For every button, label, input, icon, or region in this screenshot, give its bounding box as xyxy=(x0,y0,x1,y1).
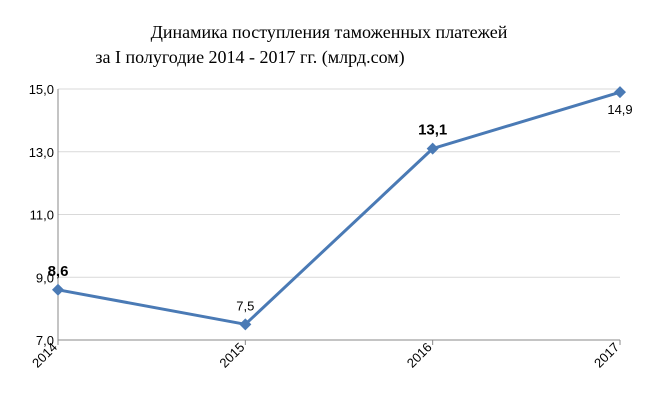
data-label: 14,9 xyxy=(607,102,632,117)
data-point-marker xyxy=(426,142,439,155)
y-tick-label: 9,0 xyxy=(36,270,54,285)
y-tick-label: 11,0 xyxy=(30,208,54,223)
x-tick-label: 2015 xyxy=(216,340,247,371)
x-tick-label: 2014 xyxy=(29,340,60,371)
y-tick-label: 15,0 xyxy=(29,82,54,97)
data-point-marker xyxy=(52,283,64,296)
data-point-marker xyxy=(614,86,626,99)
data-label: 13,1 xyxy=(418,122,447,139)
chart-title-line1: Динамика поступления таможенных платежей xyxy=(150,22,508,42)
data-point-marker xyxy=(239,318,252,331)
series-line xyxy=(57,90,621,326)
x-tick-label: 2017 xyxy=(591,340,622,371)
x-tick-label: 2016 xyxy=(404,340,435,371)
y-tick-label: 7,0 xyxy=(36,333,54,348)
chart-title-line2: за I полугодие 2014 - 2017 гг. (млрд.сом… xyxy=(95,47,405,67)
data-label: 7,5 xyxy=(236,298,254,313)
y-tick-label: 13,0 xyxy=(29,145,54,160)
data-label: 8,6 xyxy=(48,263,69,280)
